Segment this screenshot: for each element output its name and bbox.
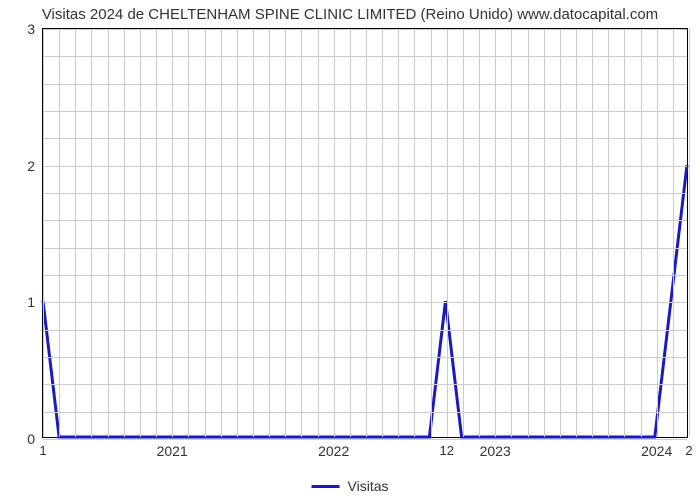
gridline-v — [301, 29, 302, 437]
x-point-label: 1 — [39, 443, 46, 458]
legend-label: Visitas — [348, 478, 389, 494]
gridline-v — [544, 29, 545, 437]
gridline-v — [221, 29, 222, 437]
gridline-v — [366, 29, 367, 437]
gridline-h — [43, 439, 687, 440]
y-tick-label: 2 — [27, 158, 35, 174]
gridline-v — [414, 29, 415, 437]
gridline-v — [269, 29, 270, 437]
plot-area: 012320212022202320241122 — [42, 28, 688, 438]
x-tick-label: 2024 — [641, 443, 672, 459]
y-tick-label: 1 — [27, 294, 35, 310]
gridline-v — [431, 29, 432, 437]
gridline-v — [91, 29, 92, 437]
gridline-v — [124, 29, 125, 437]
gridline-v — [689, 29, 690, 437]
gridline-v — [511, 29, 512, 437]
gridline-v — [237, 29, 238, 437]
gridline-v — [463, 29, 464, 437]
x-point-label: 12 — [440, 443, 454, 458]
y-tick-label: 3 — [27, 21, 35, 37]
gridline-v — [75, 29, 76, 437]
gridline-v — [205, 29, 206, 437]
gridline-v — [673, 29, 674, 437]
gridline-v — [641, 29, 642, 437]
gridline-v — [318, 29, 319, 437]
gridline-v — [479, 29, 480, 437]
gridline-v — [156, 29, 157, 437]
x-tick-label: 2021 — [157, 443, 188, 459]
chart-title: Visitas 2024 de CHELTENHAM SPINE CLINIC … — [0, 0, 700, 25]
gridline-v — [253, 29, 254, 437]
gridline-v — [608, 29, 609, 437]
x-tick-label: 2023 — [480, 443, 511, 459]
gridline-v — [528, 29, 529, 437]
gridline-v — [334, 29, 335, 437]
gridline-v — [140, 29, 141, 437]
x-point-label: 2 — [685, 443, 692, 458]
chart-container: Visitas 2024 de CHELTENHAM SPINE CLINIC … — [0, 0, 700, 500]
gridline-v — [108, 29, 109, 437]
gridline-v — [172, 29, 173, 437]
gridline-v — [592, 29, 593, 437]
gridline-v — [350, 29, 351, 437]
x-tick-label: 2022 — [318, 443, 349, 459]
gridline-v — [382, 29, 383, 437]
legend: Visitas — [312, 478, 389, 494]
gridline-v — [188, 29, 189, 437]
gridline-v — [576, 29, 577, 437]
gridline-v — [495, 29, 496, 437]
gridline-v — [657, 29, 658, 437]
gridline-v — [624, 29, 625, 437]
gridline-v — [398, 29, 399, 437]
gridline-v — [560, 29, 561, 437]
gridline-v — [447, 29, 448, 437]
y-tick-label: 0 — [27, 431, 35, 447]
gridline-v — [59, 29, 60, 437]
gridline-v — [43, 29, 44, 437]
legend-swatch — [312, 485, 340, 488]
gridline-v — [285, 29, 286, 437]
